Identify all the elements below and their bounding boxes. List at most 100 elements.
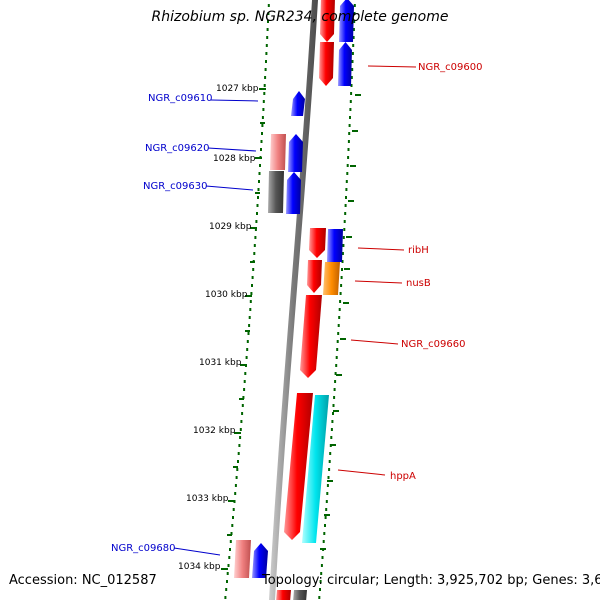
left-dot [263,84,266,87]
gene-ngr-c09660[interactable] [300,295,322,378]
left-dot [263,92,266,95]
left-dot [267,20,269,23]
right-dot [349,116,351,119]
gene-labels: NGR_c09600 NGR_c09610 NGR_c09620 NGR_c09… [111,62,483,554]
right-dot [344,204,347,207]
gene-ngr-c09610[interactable] [291,91,305,116]
gene-ngr-c09695[interactable] [293,590,307,600]
left-dot [261,124,264,127]
right-dot [329,452,332,455]
gene-hppa[interactable] [302,395,329,543]
major-tick [234,432,241,434]
gene-nusb[interactable] [323,262,340,295]
right-tick [350,165,356,167]
left-dot [234,492,237,495]
gene-ngr-c09670[interactable] [284,393,313,540]
right-dot [352,28,355,31]
left-dot [251,284,253,287]
gene-ngr-c09600[interactable] [319,42,334,86]
left-dot [249,308,252,311]
gene-ngr-c09690[interactable] [276,590,291,600]
gene-ngr-c09620[interactable] [288,134,303,172]
left-dot [266,36,269,39]
right-dot [341,260,344,263]
gene-ngr-c09675[interactable] [234,540,251,578]
right-dot [323,532,326,535]
left-dot [249,300,252,303]
left-dot [256,212,258,215]
gene-ngr-c09615[interactable] [270,134,286,170]
gene-ngr-c09617[interactable] [268,171,284,213]
topology-text: Topology: circular; Length: 3,925,702 bp… [262,573,600,588]
gene-label-hppa[interactable]: hppA [390,471,416,482]
minor-tick [227,534,232,536]
kbp-label-1027: 1027 kbp [216,84,259,94]
right-dot [335,356,338,359]
right-dot [326,492,329,495]
right-dot [332,404,335,407]
right-dot [339,292,342,295]
right-dot [340,284,343,287]
gene-label-ngr-c09600[interactable]: NGR_c09600 [418,62,483,73]
left-dot [234,484,237,487]
gene-label-ngr-c09630[interactable]: NGR_c09630 [143,181,208,192]
gene-ngr-c09630[interactable] [286,172,301,214]
gene-features [234,0,354,600]
left-dot [246,348,249,351]
right-dot [353,20,356,23]
left-dot [230,532,233,535]
right-dot [341,252,344,255]
left-dot [231,524,234,527]
right-dot [346,172,349,175]
gene-label-ngr-c09610[interactable]: NGR_c09610 [148,93,213,104]
right-dot [351,60,354,63]
minor-tick [239,398,244,400]
gene-ngr-c09680[interactable] [252,543,268,578]
kbp-label-1031: 1031 kbp [199,358,242,368]
right-dot [334,372,337,375]
gene-label-ngr-c09680[interactable]: NGR_c09680 [111,543,176,554]
right-dot [340,276,343,279]
right-tick [343,302,349,304]
gene-ngr-c09645[interactable] [307,260,322,293]
right-dot [343,228,346,231]
left-dot [227,564,230,567]
left-dot [264,68,267,71]
left-dot [253,252,256,255]
right-dot [318,596,321,599]
left-dot [235,476,238,479]
gene-ngr-c09605[interactable] [338,42,352,86]
right-dot [347,156,350,159]
right-dot [349,100,352,103]
left-dot [242,396,245,399]
dotted-guide-arcs [224,4,356,599]
left-dot [237,460,239,463]
right-dot [350,84,353,87]
left-dot [258,180,260,183]
major-tick [228,500,235,502]
right-dot [337,332,340,335]
right-dot [348,124,351,127]
gene-ngr-c09595[interactable] [339,0,354,42]
gene-ngr-c09640[interactable] [309,228,326,258]
leader-line [367,65,417,68]
right-tick [320,548,326,550]
right-dot [319,580,322,583]
gene-ngr-c09590[interactable] [320,0,335,42]
right-dot [346,164,349,167]
right-dot [325,508,328,511]
left-dot [247,332,250,335]
right-dot [353,12,356,15]
gene-label-ngr-c09620[interactable]: NGR_c09620 [145,143,210,154]
right-tick [330,444,336,446]
genome-backbone [269,0,318,600]
right-dot [320,564,323,567]
gene-ribh[interactable] [327,229,343,262]
gene-label-ribh[interactable]: ribH [408,245,429,256]
left-dot [226,572,229,575]
right-tick [340,338,346,340]
gene-label-ngr-c09660[interactable]: NGR_c09660 [401,339,466,350]
right-dot [335,364,338,367]
gene-label-nusb[interactable]: nusB [406,278,431,289]
